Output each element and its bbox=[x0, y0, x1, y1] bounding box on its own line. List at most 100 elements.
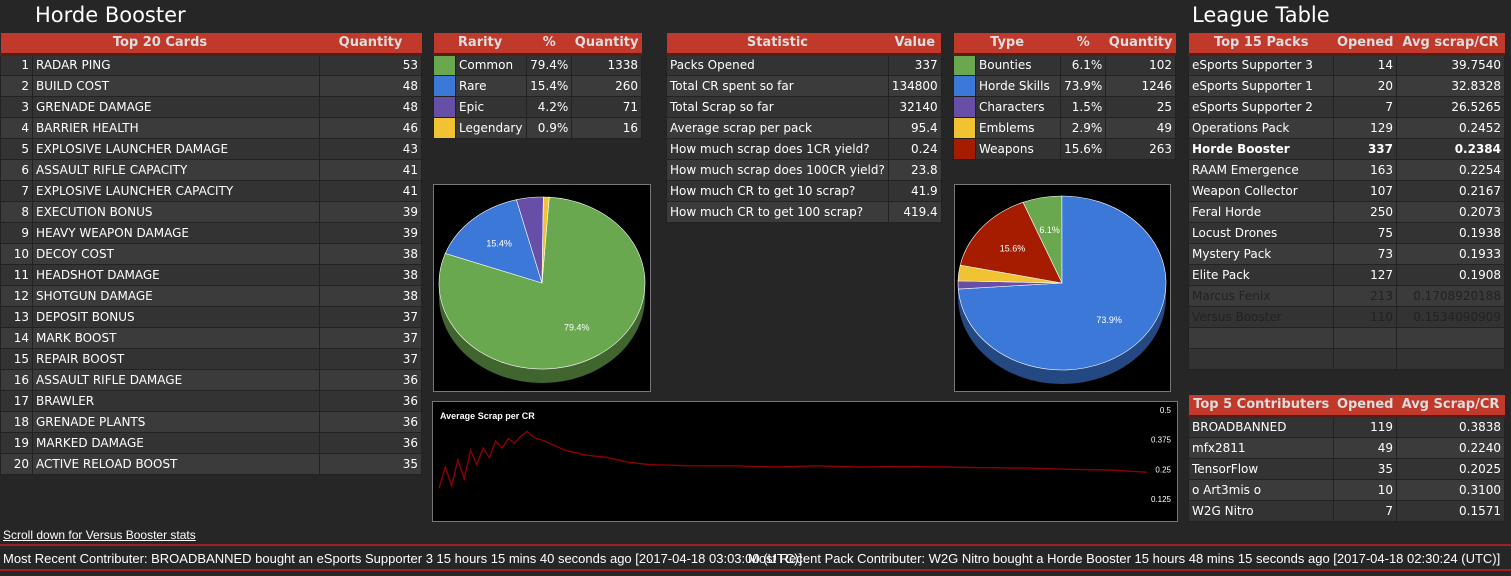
quantity-cell: 37 bbox=[319, 305, 422, 328]
col-header-value[interactable]: Value bbox=[888, 33, 942, 56]
pie-slice-weapons bbox=[959, 201, 1063, 284]
opened-cell: 127 bbox=[1333, 263, 1397, 286]
table-row: 3 GRENADE DAMAGE 48 bbox=[0, 95, 422, 118]
quantity-cell: 41 bbox=[319, 179, 422, 202]
table-row: 4 BARRIER HEALTH 46 bbox=[0, 116, 422, 139]
col-header-contributor[interactable]: Top 5 Contributers bbox=[1188, 395, 1334, 418]
card-name-cell: BRAWLER bbox=[32, 389, 320, 412]
table-row: Elite Pack 127 0.1908 bbox=[1187, 263, 1505, 286]
opened-cell: 110 bbox=[1333, 305, 1397, 328]
col-header-statistic[interactable]: Statistic bbox=[666, 33, 889, 56]
table-row: eSports Supporter 3 14 39.7540 bbox=[1187, 53, 1505, 76]
quantity-cell: 41 bbox=[319, 158, 422, 181]
col-header-pct[interactable]: % bbox=[526, 33, 572, 56]
quantity-cell: 1246 bbox=[1105, 74, 1176, 97]
pack-name-cell bbox=[1187, 326, 1335, 349]
y-tick-label: 0.5 bbox=[1160, 406, 1172, 415]
table-row: 16 ASSAULT RIFLE DAMAGE 36 bbox=[0, 368, 422, 391]
col-header-rarity[interactable]: Rarity bbox=[433, 33, 527, 56]
color-swatch bbox=[953, 74, 976, 97]
table-row: 20 ACTIVE RELOAD BOOST 35 bbox=[0, 452, 422, 475]
col-header-opened[interactable]: Opened bbox=[1333, 33, 1397, 56]
rank-cell: 9 bbox=[0, 221, 33, 244]
type-pie-chart: 6.1% 73.9% 15.6% bbox=[954, 184, 1171, 392]
table-row: 7 EXPLOSIVE LAUNCHER CAPACITY 41 bbox=[0, 179, 422, 202]
table-row: 2 BUILD COST 48 bbox=[0, 74, 422, 97]
rank-cell: 15 bbox=[0, 347, 33, 370]
page-title: Horde Booster bbox=[35, 3, 186, 27]
card-name-cell: RADAR PING bbox=[32, 53, 320, 76]
card-name-cell: MARK BOOST bbox=[32, 326, 320, 349]
col-header-quantity[interactable]: Quantity bbox=[1105, 33, 1176, 56]
opened-cell: 250 bbox=[1333, 200, 1397, 223]
avg-cell: 26.5265 bbox=[1396, 95, 1505, 118]
table-row: mfx2811 49 0.2240 bbox=[1187, 436, 1505, 459]
col-header-pct[interactable]: % bbox=[1060, 33, 1106, 56]
color-swatch bbox=[433, 74, 456, 97]
table-row: How much scrap does 100CR yield? 23.8 bbox=[666, 158, 942, 181]
color-swatch bbox=[953, 137, 976, 160]
type-table: Type % Quantity Bounties 6.1% 102 Horde Ski… bbox=[953, 33, 1176, 160]
quantity-cell: 16 bbox=[571, 116, 642, 139]
table-row: How much CR to get 100 scrap? 419.4 bbox=[666, 200, 942, 223]
statistic-name-cell: How much CR to get 10 scrap? bbox=[666, 179, 889, 202]
rank-cell: 1 bbox=[0, 53, 33, 76]
rank-cell: 4 bbox=[0, 116, 33, 139]
color-swatch bbox=[953, 95, 976, 118]
table-row: 12 SHOTGUN DAMAGE 38 bbox=[0, 284, 422, 307]
table-row: 5 EXPLOSIVE LAUNCHER DAMAGE 43 bbox=[0, 137, 422, 160]
rarity-table: Rarity % Quantity Common 79.4% 1338 Rare 15.… bbox=[433, 33, 642, 139]
rank-cell: 6 bbox=[0, 158, 33, 181]
versus-stats-link[interactable]: Scroll down for Versus Booster stats bbox=[3, 528, 196, 542]
card-name-cell: HEADSHOT DAMAGE bbox=[32, 263, 320, 286]
pct-cell: 15.6% bbox=[1060, 137, 1107, 160]
card-name-cell: ACTIVE RELOAD BOOST bbox=[32, 452, 320, 475]
col-header-avg[interactable]: Avg scrap/CR bbox=[1396, 33, 1505, 56]
quantity-cell: 102 bbox=[1105, 53, 1176, 76]
color-swatch bbox=[953, 53, 976, 76]
table-row: Rare 15.4% 260 bbox=[433, 74, 642, 97]
col-header-card[interactable]: Top 20 Cards bbox=[0, 33, 320, 56]
table-row: Epic 4.2% 71 bbox=[433, 95, 642, 118]
pack-name-cell: RAAM Emergence bbox=[1187, 158, 1335, 181]
rank-cell: 5 bbox=[0, 137, 33, 160]
card-name-cell: EXECUTION BONUS bbox=[32, 200, 320, 223]
pack-name-cell: Feral Horde bbox=[1187, 200, 1335, 223]
col-header-pack[interactable]: Top 15 Packs bbox=[1188, 33, 1334, 56]
top-cards-table: Top 20 Cards Quantity 1 RADAR PING 53 2 BUIL… bbox=[0, 33, 422, 475]
col-header-type[interactable]: Type bbox=[953, 33, 1061, 56]
col-header-quantity[interactable]: Quantity bbox=[571, 33, 642, 56]
card-name-cell: REPAIR BOOST bbox=[32, 347, 320, 370]
pack-name-cell: Weapon Collector bbox=[1187, 179, 1335, 202]
type-name-cell: Horde Skills bbox=[974, 74, 1062, 97]
pack-name-cell: Versus Booster bbox=[1187, 305, 1335, 328]
rank-cell: 14 bbox=[0, 326, 33, 349]
avg-cell: 0.1571 bbox=[1396, 499, 1505, 522]
quantity-cell: 71 bbox=[571, 95, 642, 118]
quantity-cell: 37 bbox=[319, 326, 422, 349]
col-header-avg[interactable]: Avg Scrap/CR bbox=[1396, 395, 1505, 418]
avg-cell: 0.1534090909 bbox=[1396, 305, 1505, 328]
statistic-name-cell: Packs Opened bbox=[666, 53, 889, 76]
card-name-cell: SHOTGUN DAMAGE bbox=[32, 284, 320, 307]
quantity-cell: 38 bbox=[319, 242, 422, 265]
y-tick-label: 0.125 bbox=[1151, 495, 1172, 504]
pack-name-cell: eSports Supporter 1 bbox=[1187, 74, 1335, 97]
table-row: 14 MARK BOOST 37 bbox=[0, 326, 422, 349]
color-swatch bbox=[433, 95, 456, 118]
y-tick-label: 0.25 bbox=[1155, 465, 1171, 474]
card-name-cell: ASSAULT RIFLE CAPACITY bbox=[32, 158, 320, 181]
rank-cell: 13 bbox=[0, 305, 33, 328]
quantity-cell: 38 bbox=[319, 284, 422, 307]
rank-cell: 12 bbox=[0, 284, 33, 307]
quantity-cell: 53 bbox=[319, 53, 422, 76]
quantity-cell: 35 bbox=[319, 452, 422, 475]
col-header-opened[interactable]: Opened bbox=[1333, 395, 1397, 418]
rank-cell: 7 bbox=[0, 179, 33, 202]
pct-cell: 4.2% bbox=[526, 95, 573, 118]
quantity-cell: 263 bbox=[1105, 137, 1176, 160]
table-row: Mystery Pack 73 0.1933 bbox=[1187, 242, 1505, 265]
opened-cell bbox=[1333, 326, 1397, 349]
col-header-quantity[interactable]: Quantity bbox=[319, 33, 422, 56]
pie-slice-label: 15.6% bbox=[1000, 243, 1026, 253]
